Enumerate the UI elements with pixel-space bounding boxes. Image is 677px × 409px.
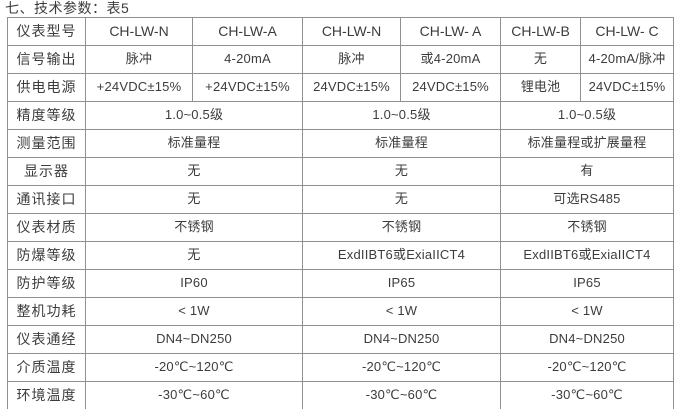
column-header-model: CH-LW-B bbox=[500, 17, 581, 46]
table-row: 环境温度 -30℃~60℃ -30℃~60℃ -30℃~60℃ bbox=[7, 381, 674, 409]
table-cell: 4-20mA bbox=[192, 45, 303, 74]
spec-table: 仪表型号 CH-LW-N CH-LW-A CH-LW-N CH-LW- A CH-LW-B… bbox=[7, 17, 674, 409]
row-label: 信号输出 bbox=[7, 45, 86, 74]
table-cell: 无 bbox=[302, 185, 501, 214]
table-cell: -30℃~60℃ bbox=[85, 381, 303, 409]
table-cell: 24VDC±15% bbox=[580, 73, 674, 102]
row-label: 防护等级 bbox=[7, 269, 86, 298]
column-header-model: CH-LW- C bbox=[580, 17, 674, 46]
table-cell: ExdIIBT6或ExiaIICT4 bbox=[302, 241, 501, 270]
table-cell: < 1W bbox=[302, 297, 501, 326]
table-cell: 锂电池 bbox=[500, 73, 581, 102]
table-cell: DN4~DN250 bbox=[85, 325, 303, 354]
row-label: 介质温度 bbox=[7, 353, 86, 382]
row-label: 供电电源 bbox=[7, 73, 86, 102]
table-cell: 1.0~0.5级 bbox=[302, 101, 501, 130]
table-cell: ExdIIBT6或ExiaIICT4 bbox=[500, 241, 674, 270]
table-cell: IP65 bbox=[500, 269, 674, 298]
column-header-model: CH-LW- A bbox=[400, 17, 501, 46]
table-cell: 标准量程 bbox=[85, 129, 303, 158]
table-cell: 4-20mA/脉冲 bbox=[580, 45, 674, 74]
table-cell: -30℃~60℃ bbox=[500, 381, 674, 409]
table-row: 供电电源 +24VDC±15% +24VDC±15% 24VDC±15% 24VDC±1… bbox=[7, 73, 674, 102]
table-row: 信号输出 脉冲 4-20mA 脉冲 或4-20mA 无 4-20mA/脉冲 bbox=[7, 45, 674, 74]
table-row: 精度等级 1.0~0.5级 1.0~0.5级 1.0~0.5级 bbox=[7, 101, 674, 130]
table-cell: +24VDC±15% bbox=[85, 73, 193, 102]
table-cell: 1.0~0.5级 bbox=[85, 101, 303, 130]
table-row: 防爆等级无 ExdIIBT6或ExiaIICT4 ExdIIBT6或ExiaIICT… bbox=[7, 241, 674, 270]
column-header-model: CH-LW-N bbox=[85, 17, 193, 46]
row-label: 防爆等级 bbox=[7, 241, 86, 270]
table-cell: 不锈钢 bbox=[85, 213, 303, 242]
table-cell: 标准量程 bbox=[302, 129, 501, 158]
table-cell: 1.0~0.5级 bbox=[500, 101, 674, 130]
section-title: 七、技术参数：表5 bbox=[5, 0, 130, 16]
table-cell: 不锈钢 bbox=[302, 213, 501, 242]
table-cell: 无 bbox=[85, 157, 303, 186]
table-cell: +24VDC±15% bbox=[192, 73, 303, 102]
column-header-model: CH-LW-A bbox=[192, 17, 303, 46]
row-label: 测量范围 bbox=[7, 129, 86, 158]
table-cell: 无 bbox=[302, 157, 501, 186]
table-row: 仪表材质 不锈钢 不锈钢 不锈钢 bbox=[7, 213, 674, 242]
table-cell: 有 bbox=[500, 157, 674, 186]
table-cell: IP65 bbox=[302, 269, 501, 298]
row-label: 精度等级 bbox=[7, 101, 86, 130]
row-label: 仪表材质 bbox=[7, 213, 86, 242]
row-label: 环境温度 bbox=[7, 381, 86, 409]
table-row: 整机功耗 < 1W < 1W < 1W bbox=[7, 297, 674, 326]
table-cell: 不锈钢 bbox=[500, 213, 674, 242]
table-cell: DN4~DN250 bbox=[500, 325, 674, 354]
table-cell: < 1W bbox=[85, 297, 303, 326]
table-cell: 标准量程或扩展量程 bbox=[500, 129, 674, 158]
table-cell: < 1W bbox=[500, 297, 674, 326]
table-cell: 或4-20mA bbox=[400, 45, 501, 74]
table-cell: 24VDC±15% bbox=[302, 73, 401, 102]
table-cell: -30℃~60℃ bbox=[302, 381, 501, 409]
table-row: 显示器无无有 bbox=[7, 157, 674, 186]
table-cell: 脉冲 bbox=[85, 45, 193, 74]
row-label: 显示器 bbox=[7, 157, 86, 186]
table-cell: -20℃~120℃ bbox=[500, 353, 674, 382]
row-label: 通讯接口 bbox=[7, 185, 86, 214]
table-header-row: 仪表型号 CH-LW-N CH-LW-A CH-LW-N CH-LW- A CH-LW-B… bbox=[7, 17, 674, 46]
table-row: 测量范围 标准量程 标准量程 标准量程或扩展量程 bbox=[7, 129, 674, 158]
row-label: 仪表型号 bbox=[7, 17, 86, 46]
table-row: 防护等级 IP60 IP65 IP65 bbox=[7, 269, 674, 298]
table-row: 介质温度 -20℃~120℃ -20℃~120℃ -20℃~120℃ bbox=[7, 353, 674, 382]
table-cell: -20℃~120℃ bbox=[302, 353, 501, 382]
row-label: 整机功耗 bbox=[7, 297, 86, 326]
table-row: 仪表通经 DN4~DN250 DN4~DN250 DN4~DN250 bbox=[7, 325, 674, 354]
row-label: 仪表通经 bbox=[7, 325, 86, 354]
table-cell: 可选RS485 bbox=[500, 185, 674, 214]
table-cell: 脉冲 bbox=[302, 45, 401, 74]
table-cell: 24VDC±15% bbox=[400, 73, 501, 102]
table-cell: 无 bbox=[500, 45, 581, 74]
table-cell: 无 bbox=[85, 185, 303, 214]
table-row: 通讯接口无无可选RS485 bbox=[7, 185, 674, 214]
spec-table-body: 仪表型号 CH-LW-N CH-LW-A CH-LW-N CH-LW- A CH-LW-B… bbox=[7, 17, 674, 409]
table-cell: DN4~DN250 bbox=[302, 325, 501, 354]
table-cell: IP60 bbox=[85, 269, 303, 298]
table-cell: -20℃~120℃ bbox=[85, 353, 303, 382]
column-header-model: CH-LW-N bbox=[302, 17, 401, 46]
table-cell: 无 bbox=[85, 241, 303, 270]
